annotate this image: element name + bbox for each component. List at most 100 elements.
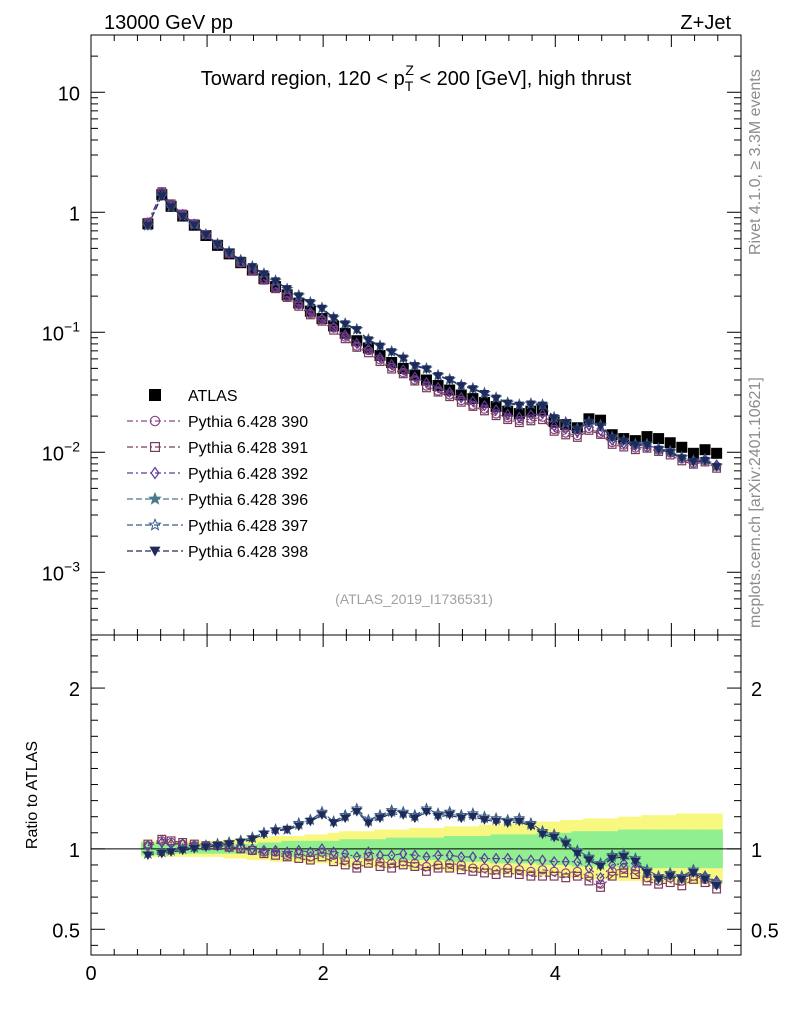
ratio-point — [526, 822, 536, 832]
ratio-point — [422, 866, 431, 876]
atlas-point — [420, 374, 432, 386]
ratio-point-shape — [630, 857, 641, 867]
ratio-point-shape — [386, 809, 397, 819]
ratio-point-shape — [398, 811, 409, 820]
main-ytick-label: 10−3 — [42, 558, 80, 585]
atlas-point-shape — [711, 447, 723, 459]
legend-marker — [148, 491, 162, 505]
atlas-point — [641, 431, 653, 443]
ratio-point-shape — [480, 852, 489, 865]
ratio-point-shape — [375, 857, 385, 867]
ratio-point — [572, 871, 582, 881]
ratio-point — [235, 838, 246, 848]
ratio-point — [653, 875, 664, 885]
ratio-point — [456, 865, 466, 875]
ratio-point-shape — [456, 814, 467, 824]
mc-point-shape — [306, 306, 315, 319]
mc-point — [410, 371, 419, 384]
mc-point-shape — [491, 411, 501, 421]
mc-point-shape — [212, 240, 223, 250]
ratio-point — [352, 863, 362, 873]
ratio-point — [584, 876, 594, 886]
ratio-point — [538, 871, 547, 881]
ratio-point — [468, 851, 477, 863]
mc-point-shape — [445, 392, 455, 402]
ratio-point-shape — [201, 843, 211, 853]
ratio-point-shape — [271, 844, 280, 857]
ratio-point — [306, 846, 315, 858]
ratio-point — [619, 863, 629, 873]
legend-entry-4: Pythia 6.428 396 — [127, 491, 308, 509]
ratio-point-shape — [445, 863, 455, 873]
ratio-point — [514, 870, 524, 880]
atlas-point-shape — [687, 447, 699, 459]
mc-point — [329, 321, 338, 333]
mc-point-shape — [422, 383, 431, 393]
mc-point — [386, 348, 397, 357]
ratio-point-shape — [352, 851, 361, 863]
mc-point-shape — [386, 348, 397, 357]
atlas-point-shape — [386, 356, 398, 368]
mc-point-shape — [166, 203, 176, 213]
mc-point-shape — [491, 394, 501, 404]
mc-point-shape — [479, 389, 490, 399]
ratio-ytick-label-right: 0.5 — [751, 920, 779, 942]
mc-point — [201, 231, 211, 240]
atlas-point — [432, 379, 444, 391]
ratio-point-shape — [526, 854, 536, 866]
ratio-point — [352, 808, 362, 817]
ratio-point — [491, 817, 501, 827]
mc-point-shape — [235, 256, 246, 266]
ratio-point-shape — [503, 868, 513, 878]
atlas-point — [664, 437, 676, 449]
ratio-point-shape — [259, 849, 269, 859]
mc-point-shape — [157, 192, 167, 202]
mc-point — [549, 426, 559, 436]
ratio-point-shape — [375, 849, 385, 862]
ratio-point — [410, 862, 420, 871]
legend-marker — [148, 517, 162, 531]
ratio-point-shape — [270, 827, 281, 836]
mc-point — [212, 240, 223, 250]
mc-point-shape — [584, 418, 594, 428]
mc-point-shape — [711, 463, 722, 472]
ratio-point — [270, 827, 281, 836]
ratio-ytick-label-right: 2 — [751, 679, 762, 701]
mc-point — [595, 422, 606, 432]
legend-atlas-marker-shape — [149, 389, 161, 401]
mc-point-shape — [143, 222, 153, 231]
ratio-point-shape — [341, 847, 350, 860]
mc-point-shape — [363, 348, 373, 358]
ratio-point-shape — [479, 816, 490, 825]
legend-marker — [149, 415, 161, 427]
ratio-point-shape — [444, 811, 455, 820]
ratio-point — [630, 870, 640, 880]
ratio-point — [526, 866, 536, 877]
ratio-point — [607, 854, 617, 864]
ratio-ytick-label-left: 0.5 — [52, 920, 80, 942]
mc-point — [688, 457, 699, 467]
atlas-point-shape — [420, 374, 432, 386]
ratio-point — [561, 873, 571, 883]
ratio-point — [549, 833, 559, 843]
mc-point-shape — [247, 263, 258, 272]
ratio-point-shape — [619, 857, 628, 870]
plot-title-subscript: T — [405, 78, 414, 94]
ratio-point-shape — [293, 822, 304, 832]
mc-point — [433, 387, 443, 397]
mc-point — [514, 401, 525, 411]
atlas-point-shape — [676, 441, 688, 453]
mc-point — [293, 292, 304, 302]
atlas-point — [270, 281, 282, 293]
mc-point — [515, 411, 524, 424]
ratio-point-shape — [340, 855, 350, 865]
collision-label: 13000 GeV pp — [104, 12, 233, 34]
ratio-point — [282, 852, 292, 862]
ratio-point — [363, 852, 374, 862]
mc-point — [177, 212, 188, 222]
ratio-point — [399, 847, 408, 860]
ratio-point — [363, 858, 373, 868]
atlas-point — [699, 444, 711, 456]
mc-point-shape — [550, 420, 559, 432]
